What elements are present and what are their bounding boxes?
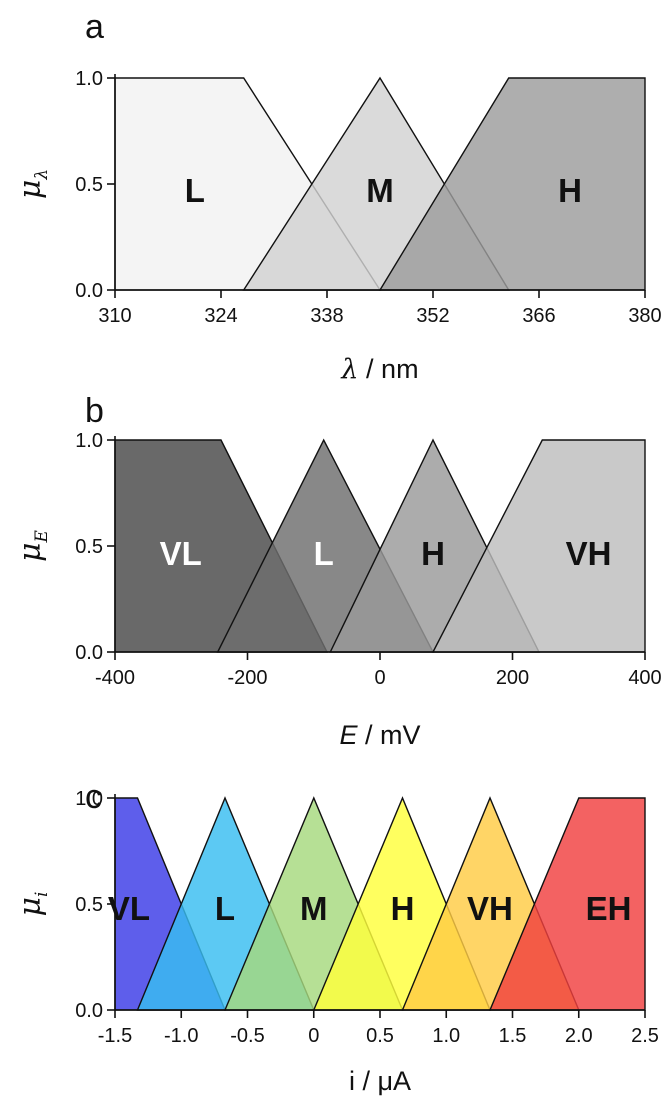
x-axis-unit: / nm [359,354,419,384]
y-tick-label: 1.0 [75,430,103,452]
y-tick-label: 0.5 [75,174,103,196]
x-axis-variable: λ [340,354,358,385]
panel-letter: c [85,778,102,816]
y-axis-subscript: λ [32,169,52,181]
panel-letter: a [85,8,104,46]
x-tick-label: -200 [227,667,267,689]
y-tick-label: 0.0 [75,1000,103,1022]
set-label-vl: VL [160,535,202,572]
set-label-h: H [558,172,582,209]
x-tick-label: 352 [416,305,449,327]
set-label-m: M [366,172,394,209]
x-tick-label: -1.5 [98,1025,132,1047]
x-tick-label: 366 [522,305,555,327]
x-tick-label: 1.0 [432,1025,460,1047]
x-axis-variable: E [339,720,358,750]
y-axis-title: μλ [13,169,52,199]
y-tick-label: 0.0 [75,642,103,664]
x-tick-label: 0.5 [366,1025,394,1047]
y-axis-subscript: E [32,529,52,543]
x-tick-label: 1.5 [499,1025,527,1047]
set-label-l: L [215,890,235,927]
y-axis-title: μi [13,892,52,917]
x-tick-label: -400 [95,667,135,689]
x-tick-label: 338 [310,305,343,327]
set-label-eh: EH [586,890,632,927]
set-label-h: H [421,535,445,572]
set-label-h: H [391,890,415,927]
x-tick-label: 200 [496,667,529,689]
y-axis-symbol: μ [13,542,48,562]
x-axis-title: i / μA [349,1066,411,1096]
x-tick-label: 0 [308,1025,319,1047]
y-axis-subscript: i [32,892,52,897]
x-axis-unit: / μA [355,1066,411,1096]
x-axis-variable: i [349,1066,355,1096]
x-axis-unit: / mV [358,720,421,750]
y-axis-symbol: μ [13,897,48,917]
x-tick-label: 0 [374,667,385,689]
set-label-m: M [300,890,328,927]
x-tick-label: 310 [98,305,131,327]
y-axis-title: μE [13,529,52,562]
x-tick-label: 324 [204,305,237,327]
y-tick-label: 0.5 [75,536,103,558]
panel-letter: b [85,392,104,430]
x-tick-label: -1.0 [164,1025,198,1047]
y-tick-label: 0.5 [75,894,103,916]
x-tick-label: -0.5 [230,1025,264,1047]
set-label-vh: VH [467,890,513,927]
x-axis-title: λ / nm [340,354,418,385]
panel-c: cVL L M H VH EH0.00.51.0-1.5 -1.0 -0.5 0 0.5 1.0 1.… [13,778,659,1096]
set-label-l: L [185,172,205,209]
set-label-l: L [314,535,334,572]
x-tick-label: 380 [628,305,661,327]
y-tick-label: 1.0 [75,788,103,810]
y-axis-symbol: μ [13,180,48,200]
x-tick-label: 400 [628,667,661,689]
x-tick-label: 2.0 [565,1025,593,1047]
set-label-vh: VH [566,535,612,572]
x-axis-title: E / mV [339,720,420,750]
x-tick-label: 2.5 [631,1025,659,1047]
y-tick-label: 0.0 [75,280,103,302]
y-tick-label: 1.0 [75,68,103,90]
